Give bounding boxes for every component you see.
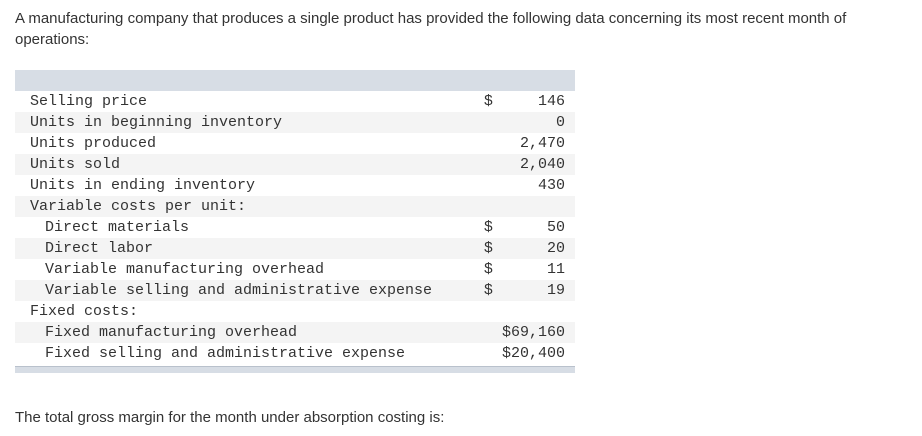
row-currency — [483, 196, 502, 217]
table-footer-bar — [15, 366, 575, 373]
table-row: Fixed selling and administrative expense… — [15, 343, 575, 364]
table-row: Selling price $ 146 — [15, 91, 575, 112]
row-value: 2,470 — [501, 133, 575, 154]
table-row: Units sold 2,040 — [15, 154, 575, 175]
row-label: Direct materials — [15, 217, 484, 238]
row-label: Units in ending inventory — [15, 175, 484, 196]
row-currency: $ — [483, 217, 502, 238]
table-row: Direct materials $ 50 — [15, 217, 575, 238]
row-value: 146 — [501, 91, 575, 112]
row-value: 11 — [501, 259, 575, 280]
row-label: Units in beginning inventory — [15, 112, 484, 133]
table-row: Units in ending inventory 430 — [15, 175, 575, 196]
row-currency: $ — [483, 280, 502, 301]
row-label: Units produced — [15, 133, 484, 154]
row-label: Units sold — [15, 154, 484, 175]
row-currency: $ — [483, 259, 502, 280]
problem-intro: A manufacturing company that produces a … — [15, 10, 847, 48]
data-table: Selling price $ 146 Units in beginning i… — [15, 91, 575, 364]
row-label: Variable manufacturing overhead — [15, 259, 484, 280]
row-value: $20,400 — [501, 343, 575, 364]
row-currency: $ — [483, 238, 502, 259]
row-currency — [483, 112, 502, 133]
row-value: $69,160 — [501, 322, 575, 343]
table-row: Units in beginning inventory 0 — [15, 112, 575, 133]
row-value: 19 — [501, 280, 575, 301]
row-value: 2,040 — [501, 154, 575, 175]
table-row: Variable selling and administrative expe… — [15, 280, 575, 301]
table-row: Fixed costs: — [15, 301, 575, 322]
row-value: 0 — [501, 112, 575, 133]
row-label: Fixed manufacturing overhead — [15, 322, 484, 343]
row-currency — [483, 301, 502, 322]
table-row: Variable costs per unit: — [15, 196, 575, 217]
row-label: Fixed selling and administrative expense — [15, 343, 484, 364]
table-row: Units produced 2,470 — [15, 133, 575, 154]
row-value: 430 — [501, 175, 575, 196]
row-currency — [483, 175, 502, 196]
question-prompt: The total gross margin for the month und… — [15, 409, 445, 426]
table-row: Variable manufacturing overhead $ 11 — [15, 259, 575, 280]
row-value — [501, 301, 575, 322]
data-table-container: Selling price $ 146 Units in beginning i… — [15, 70, 575, 373]
row-value: 50 — [501, 217, 575, 238]
row-value: 20 — [501, 238, 575, 259]
row-value — [501, 196, 575, 217]
row-label: Direct labor — [15, 238, 484, 259]
table-row: Fixed manufacturing overhead $69,160 — [15, 322, 575, 343]
row-currency — [483, 133, 502, 154]
row-currency — [483, 343, 502, 364]
table-row: Direct labor $ 20 — [15, 238, 575, 259]
row-currency — [483, 322, 502, 343]
row-label: Selling price — [15, 91, 484, 112]
row-label: Fixed costs: — [15, 301, 484, 322]
table-header-bar — [15, 70, 575, 91]
row-label: Variable selling and administrative expe… — [15, 280, 484, 301]
row-currency: $ — [483, 91, 502, 112]
row-label: Variable costs per unit: — [15, 196, 484, 217]
row-currency — [483, 154, 502, 175]
